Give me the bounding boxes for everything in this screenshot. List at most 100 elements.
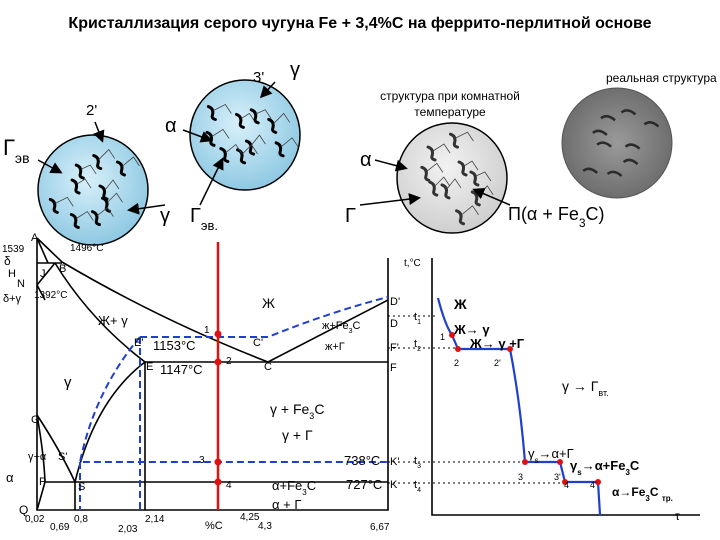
label: J — [40, 268, 46, 280]
label-part: α+Fe — [272, 478, 302, 493]
label: 6,67 — [370, 522, 390, 533]
point — [455, 346, 461, 352]
label: 0,8 — [74, 514, 88, 525]
point — [562, 479, 568, 485]
label: S' — [58, 451, 67, 463]
pointer-arrows — [37, 81, 511, 215]
grain-boundary — [256, 109, 272, 120]
label: Ж — [262, 295, 275, 311]
texture-mark — [620, 109, 637, 116]
point — [214, 330, 222, 338]
label-part: γ — [528, 446, 535, 461]
point — [449, 332, 455, 338]
label: 2 — [454, 358, 459, 368]
graphite-flake — [219, 147, 230, 164]
graphite-flake — [206, 105, 217, 122]
label: t3 — [414, 455, 421, 470]
graphite-flake — [244, 139, 255, 156]
point — [214, 458, 222, 466]
label: структура при комнатной — [380, 89, 520, 103]
grain-boundary — [434, 176, 451, 187]
label-part: t — [414, 479, 417, 491]
label: 1153°C — [153, 338, 196, 353]
stable-eutectoid-line — [78, 336, 388, 463]
label: α→Fe3C тр. — [612, 485, 673, 503]
label-subscript: 4 — [417, 487, 421, 494]
label-subscript: 3 — [309, 411, 314, 421]
texture-mark — [582, 167, 599, 174]
label-part: t — [414, 311, 417, 323]
label-part: γ + Fe — [270, 401, 310, 417]
point — [214, 478, 222, 486]
texture-mark — [600, 114, 616, 122]
label-subscript: эв. — [201, 218, 218, 233]
graphite-flake — [274, 141, 285, 158]
label-part: П(α + Fe — [508, 204, 579, 224]
label: t,°C — [404, 258, 421, 269]
label: 4,25 — [240, 512, 260, 523]
label-part: →α+Г — [539, 446, 574, 461]
stable-eutectic-line — [140, 296, 389, 338]
label-part: C — [630, 458, 640, 473]
label: E — [146, 361, 153, 373]
label: 2,03 — [118, 524, 138, 535]
structure-circle — [396, 122, 508, 234]
label-part: t — [414, 338, 417, 350]
label: 2 — [226, 356, 232, 367]
grain-boundary — [455, 131, 474, 142]
graphite-flake — [101, 196, 112, 213]
label: 0,02 — [25, 514, 45, 525]
arrow — [259, 81, 276, 99]
label-part: C — [650, 485, 662, 499]
arrow — [374, 159, 408, 172]
grain-boundary — [426, 162, 444, 173]
point — [595, 479, 601, 485]
diagram-frame — [36, 238, 389, 511]
label-subscript: 1 — [417, 319, 421, 326]
label: γ → Гвт. — [562, 378, 609, 398]
graphite-flake — [48, 197, 59, 214]
label: γ — [64, 374, 72, 391]
label: τ — [675, 509, 680, 523]
grain-boundary — [211, 128, 230, 139]
arrow — [37, 159, 63, 174]
label: 1539 — [2, 244, 25, 255]
label: 4 — [226, 480, 232, 491]
structure-circle — [189, 79, 301, 191]
label: Г — [345, 205, 356, 227]
label-subscript: тр. — [662, 494, 673, 503]
grain-boundary — [280, 137, 299, 148]
label: Ж+ γ — [98, 313, 128, 328]
texture-mark — [596, 141, 612, 148]
label-subscript: 3 — [417, 463, 421, 470]
texture-mark — [606, 170, 623, 177]
label: γ + Fe3C — [270, 401, 324, 421]
point — [507, 346, 513, 352]
label: S — [78, 481, 85, 493]
graphite-flake — [455, 209, 466, 226]
point — [557, 459, 563, 465]
label-part: C — [307, 478, 316, 493]
grain-boundary — [104, 179, 120, 191]
label: 1392°C — [34, 290, 67, 301]
label-part: C — [314, 401, 324, 417]
graphite-flake — [449, 132, 459, 149]
grain-boundary — [273, 112, 291, 124]
label: 3' — [253, 69, 264, 86]
grain-boundary — [81, 164, 97, 175]
label: D' — [390, 296, 400, 308]
label: П(α + Fe3C) — [508, 204, 605, 230]
label: B — [59, 263, 66, 275]
label: K — [390, 479, 398, 491]
label: Ж — [453, 296, 467, 312]
real-structure-photo — [561, 87, 673, 199]
grain-boundary — [213, 104, 232, 114]
label: Q — [19, 503, 28, 517]
label: D — [390, 318, 398, 330]
label: δ+γ — [3, 293, 22, 305]
texture-mark — [624, 143, 641, 150]
grain-boundary — [461, 205, 479, 216]
label: γ+α — [28, 451, 47, 463]
grain-boundary — [122, 156, 140, 167]
